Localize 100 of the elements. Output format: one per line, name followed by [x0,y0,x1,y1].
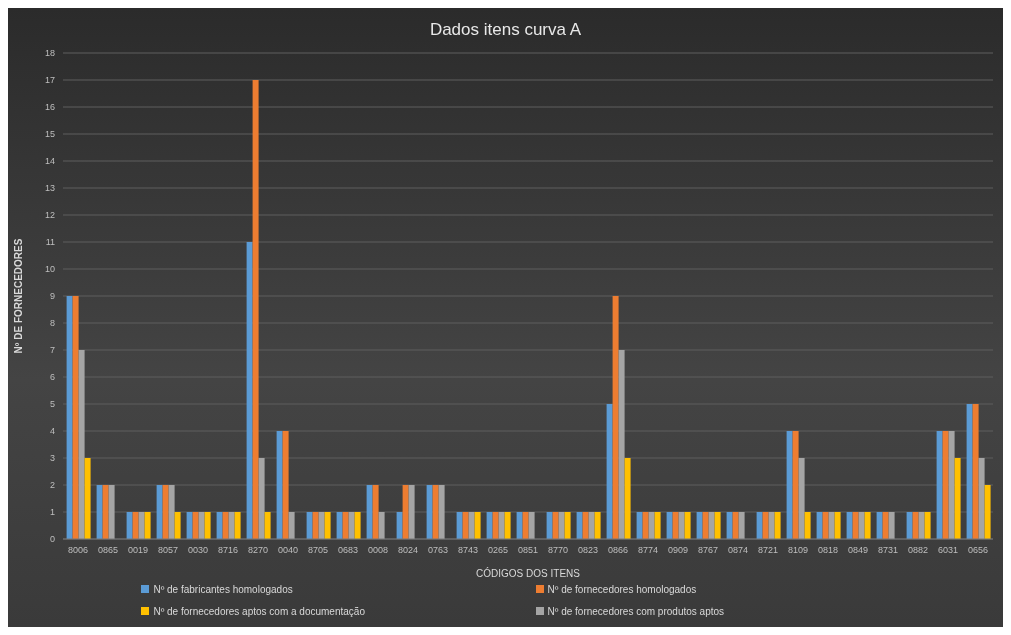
bar [816,512,823,539]
bar [588,512,595,539]
bar [504,512,511,539]
bar [702,512,709,539]
bar [834,512,841,539]
x-tick-label: 8743 [457,545,479,556]
y-tick-label: 2 [49,480,55,491]
bar [204,512,211,539]
bar [306,512,313,539]
bar [138,512,145,539]
bar [108,485,115,539]
x-tick-label: 0866 [607,545,629,556]
bar [312,512,319,539]
bar [258,458,265,539]
bar [666,512,673,539]
y-tick-label: 9 [49,291,55,302]
x-tick-label: 0818 [817,545,839,556]
bar [774,512,781,539]
y-tick-label: 17 [44,75,55,86]
bar [264,512,271,539]
x-tick-label: 8770 [547,545,569,556]
y-tick-label: 5 [49,399,55,410]
x-tick-label: 0909 [667,545,689,556]
bar [768,512,775,539]
x-tick-label: 0683 [337,545,359,556]
bar [672,512,679,539]
bar [144,512,151,539]
bar [696,512,703,539]
bar [78,350,85,539]
bar [576,512,583,539]
bar [948,431,955,539]
bar [804,512,811,539]
bar [846,512,853,539]
bar [978,458,985,539]
bar [84,458,91,539]
y-tick-label: 4 [49,426,55,437]
bar [348,512,355,539]
bar [72,296,79,539]
x-tick-label: 6031 [937,545,959,556]
bar [546,512,553,539]
bar [738,512,745,539]
bar [354,512,361,539]
bar [498,512,505,539]
bar [732,512,739,539]
bar [888,512,895,539]
y-tick-label: 8 [49,318,55,329]
x-tick-label: 8721 [757,545,779,556]
bar [642,512,649,539]
bar [558,512,565,539]
x-tick-label: 0019 [127,545,149,556]
x-tick-label: 8270 [247,545,269,556]
legend-label: Nº de fornecedores homologados [547,584,697,595]
x-tick-label: 0849 [847,545,869,556]
x-tick-label: 0763 [427,545,449,556]
x-tick-label: 0265 [487,545,509,556]
bar [102,485,109,539]
bar [756,512,763,539]
bar [198,512,205,539]
bar [612,296,619,539]
legend-label: Nº de fabricantes homologados [153,584,293,595]
x-tick-label: 0851 [517,545,539,556]
bar [564,512,571,539]
bar [648,512,655,539]
bar [906,512,913,539]
bar [876,512,883,539]
bar [372,485,379,539]
y-tick-label: 0 [49,534,55,545]
bar [492,512,499,539]
bar [636,512,643,539]
bar [678,512,685,539]
bar [66,296,73,539]
bar [216,512,223,539]
y-tick-label: 6 [49,372,55,383]
bar [336,512,343,539]
bar [582,512,589,539]
y-tick-label: 11 [45,237,55,248]
bar [822,512,829,539]
x-tick-label: 0823 [577,545,599,556]
bar [396,512,403,539]
bar [852,512,859,539]
bar [456,512,463,539]
bar [714,512,721,539]
x-tick-label: 0865 [97,545,119,556]
bar [246,242,253,539]
bar [426,485,433,539]
bar [798,458,805,539]
x-tick-label: 8057 [157,545,179,556]
bar [462,512,469,539]
bar [828,512,835,539]
bar [162,485,169,539]
bar [126,512,133,539]
y-tick-label: 3 [49,453,55,464]
bar [378,512,385,539]
y-tick-label: 1 [49,507,55,518]
x-tick-label: 0656 [967,545,989,556]
x-tick-label: 8731 [877,545,899,556]
bar [486,512,493,539]
y-tick-label: 16 [44,102,55,113]
bar [408,485,415,539]
chart-title: Dados itens curva A [428,19,583,41]
